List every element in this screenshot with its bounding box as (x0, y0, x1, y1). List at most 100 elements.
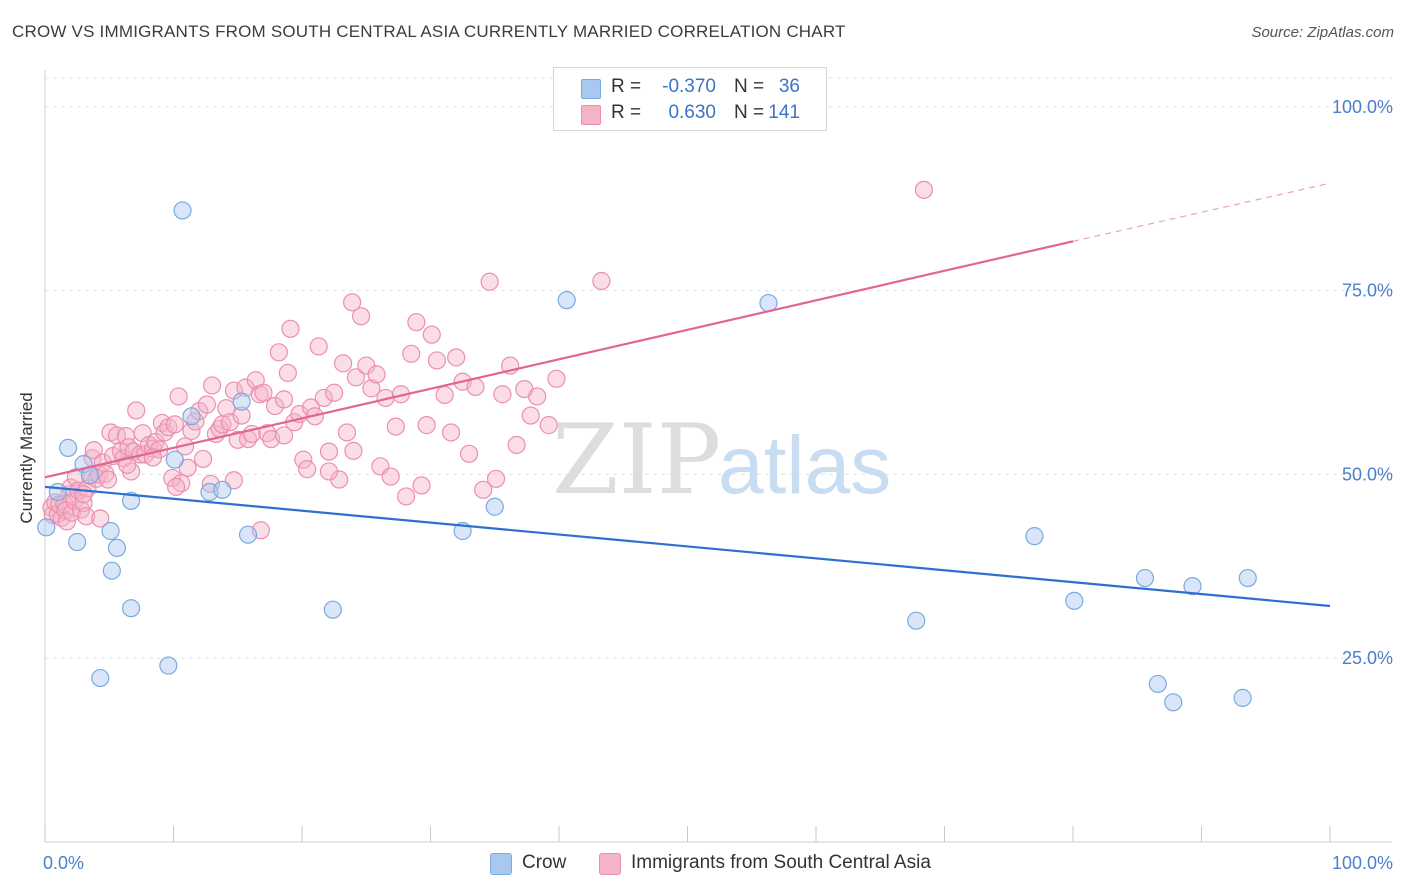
immigrants-point (294, 450, 313, 469)
immigrants-point (412, 476, 431, 495)
immigrants-point (493, 385, 512, 404)
immigrants-point (459, 444, 479, 463)
immigrants-point (278, 363, 297, 383)
crow-point (37, 518, 56, 537)
immigrants-point (334, 354, 353, 373)
immigrants-point (344, 441, 363, 460)
legend-label-crow: Crow (522, 852, 567, 873)
legend-label-immigrants: Immigrants from South Central Asia (631, 852, 931, 873)
source-credit: Source: ZipAtlas.com (1251, 24, 1394, 41)
immigrants-point (202, 376, 222, 395)
axes (44, 70, 1392, 843)
chart-title: CROW VS IMMIGRANTS FROM SOUTH CENTRAL AS… (12, 22, 846, 41)
immigrants-point (193, 449, 213, 469)
crow-point (238, 525, 258, 544)
crow-point (182, 407, 201, 426)
immigrants-point (325, 383, 344, 402)
crow-point (1164, 693, 1183, 712)
immigrants-point (521, 406, 540, 425)
immigrants-point (269, 343, 288, 362)
gridlines (45, 77, 1392, 659)
immigrants-point (74, 485, 93, 504)
watermark-atlas: atlas (718, 420, 891, 511)
immigrants-point (309, 337, 328, 356)
crow-point (59, 438, 78, 458)
immigrants-point (165, 415, 184, 434)
watermark-zip: ZIP (552, 404, 721, 516)
immigrants-point (98, 470, 118, 489)
crow-point (1233, 688, 1252, 707)
immigrants-point (133, 424, 152, 443)
immigrants-point (417, 416, 436, 435)
immigrants-point (427, 351, 447, 370)
x-tick-label: 100.0% (1332, 853, 1393, 873)
crow-point (102, 561, 121, 580)
immigrants-point (118, 455, 137, 474)
immigrants-point (319, 462, 339, 481)
immigrants-point (274, 390, 294, 409)
immigrants-point (407, 313, 426, 332)
crow-point (68, 532, 87, 552)
crow-point (557, 291, 576, 310)
crow-point (121, 599, 141, 618)
immigrants-point (178, 458, 197, 477)
blue-series-points (37, 201, 1257, 712)
immigrants-point (319, 442, 339, 461)
crow-point (1065, 591, 1084, 610)
immigrants-point (435, 385, 454, 405)
crow-point (232, 392, 251, 411)
r-label: R = (611, 102, 642, 123)
immigrants-point (486, 469, 506, 488)
immigrants-swatch-icon (581, 105, 601, 125)
crow-point (173, 201, 192, 220)
n-value: 36 (778, 76, 800, 97)
y-tick-label: 25.0% (1342, 648, 1393, 668)
immigrants-point (507, 435, 526, 455)
crow-point (107, 538, 127, 558)
stats-box: R = -0.370 N = 36 R = 0.630 N = 141 (553, 67, 827, 131)
immigrants-point (84, 441, 103, 460)
immigrants-point (422, 325, 441, 344)
immigrants-point (232, 406, 251, 425)
immigrants-point (441, 423, 461, 442)
crow-point (1148, 674, 1167, 694)
crow-point (1135, 568, 1155, 588)
immigrants-point (77, 507, 96, 526)
immigrants-point (217, 399, 236, 418)
crow-swatch-icon (581, 79, 601, 99)
crow-point (165, 450, 184, 469)
crow-point (1025, 527, 1044, 546)
crow-point (159, 656, 178, 675)
immigrants-point (254, 383, 273, 402)
immigrants-point (914, 180, 934, 199)
immigrants-point (197, 395, 217, 414)
immigrants-point (220, 413, 240, 432)
crow-point (48, 482, 67, 502)
trend-lines (44, 182, 1331, 608)
immigrants-point (274, 426, 294, 445)
y-tick-label: 50.0% (1342, 464, 1393, 484)
watermark: ZIP atlas (552, 404, 891, 516)
x-tick-labels: 0.0% 100.0% (43, 853, 1393, 873)
immigrants-point (367, 365, 386, 384)
immigrants-point (163, 468, 182, 488)
immigrants-point (480, 272, 499, 291)
immigrants-trend-line (44, 240, 1074, 479)
immigrants-point (547, 369, 566, 388)
crow-point (121, 491, 141, 510)
immigrants-point (396, 487, 416, 506)
y-tick-label: 75.0% (1342, 281, 1393, 301)
immigrants-trend-extension (1072, 182, 1331, 242)
immigrants-point (169, 387, 188, 406)
r-label: R = (611, 76, 642, 97)
crow-point (323, 600, 342, 619)
immigrants-point (539, 416, 558, 435)
n-value: 141 (768, 102, 800, 123)
immigrants-point (166, 477, 186, 496)
n-label: N = (734, 76, 765, 97)
immigrants-point (402, 344, 421, 363)
immigrants-point (127, 401, 146, 420)
crow-point (91, 668, 110, 688)
immigrants-legend-swatch-icon (599, 853, 621, 875)
immigrants-point (474, 480, 493, 499)
